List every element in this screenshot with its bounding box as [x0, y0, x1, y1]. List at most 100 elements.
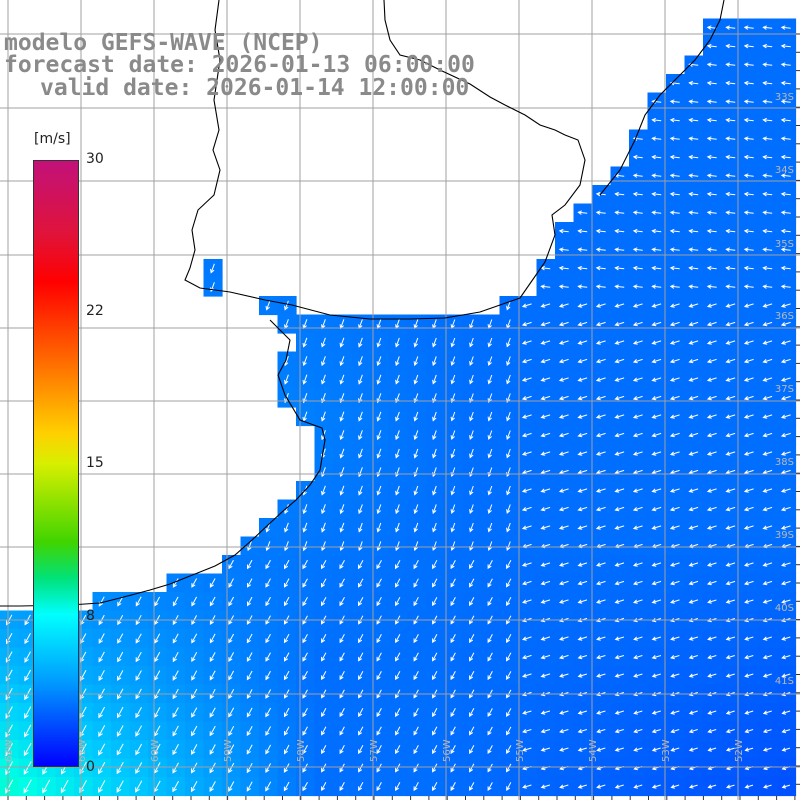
wind-arrow	[521, 562, 532, 567]
wind-arrow	[540, 432, 551, 438]
wind-arrow	[487, 337, 493, 348]
wind-arrow	[247, 578, 253, 588]
wind-arrow	[135, 743, 143, 756]
wind-arrow	[577, 432, 588, 438]
wind-arrow	[450, 652, 456, 662]
wind-arrow	[707, 729, 717, 734]
wind-arrow	[743, 395, 754, 401]
wind-arrow	[358, 578, 364, 588]
wind-arrow	[780, 395, 791, 401]
wind-arrow	[540, 284, 551, 289]
wind-arrow	[744, 655, 754, 660]
wind-arrow	[707, 784, 717, 789]
wind-arrow	[781, 710, 791, 715]
wind-arrow	[469, 356, 474, 366]
wind-arrow	[614, 247, 625, 252]
wind-arrow	[506, 300, 511, 311]
wind-arrow	[762, 265, 773, 271]
longitude-label: 59W	[223, 739, 234, 762]
wind-arrow	[632, 340, 643, 345]
wind-arrow	[302, 670, 308, 681]
wind-arrow	[743, 62, 754, 67]
wind-arrow	[670, 784, 680, 789]
wind-arrow	[780, 284, 791, 289]
wind-arrow	[228, 707, 235, 718]
wind-arrow	[395, 411, 400, 422]
wind-arrow	[450, 430, 456, 440]
wind-arrow	[762, 432, 773, 438]
wind-arrow	[651, 210, 662, 215]
wind-arrow	[246, 707, 253, 718]
wind-arrow	[506, 708, 512, 718]
wind-arrow	[762, 636, 772, 641]
wind-arrow	[596, 673, 606, 678]
wind-arrow	[762, 655, 772, 660]
wind-arrow	[506, 522, 511, 533]
wind-arrow	[633, 655, 643, 660]
wind-arrow	[781, 747, 791, 752]
wind-arrow	[725, 284, 736, 289]
wind-arrow	[651, 562, 662, 567]
wind-arrow	[706, 321, 717, 327]
wind-arrow	[596, 747, 606, 752]
wind-arrow	[506, 763, 512, 773]
wind-arrow	[762, 747, 772, 752]
wind-arrow	[743, 488, 754, 493]
wind-arrow	[688, 99, 699, 104]
wind-arrow	[321, 726, 327, 736]
wind-arrow	[284, 504, 289, 515]
wind-arrow	[651, 173, 662, 178]
wind-arrow	[5, 669, 13, 682]
wind-arrow	[633, 747, 643, 752]
wind-arrow	[577, 525, 588, 530]
wind-arrow	[651, 265, 662, 271]
wind-arrow	[726, 784, 735, 789]
wind-arrow	[780, 25, 791, 30]
wind-arrow	[651, 395, 662, 401]
wind-arrow	[339, 726, 345, 736]
wind-arrow	[577, 358, 588, 364]
wind-arrow	[413, 356, 419, 367]
wind-arrow	[706, 451, 717, 456]
wind-arrow	[506, 485, 511, 496]
wind-arrow	[302, 374, 308, 385]
wind-arrow	[743, 340, 754, 345]
wind-arrow	[450, 671, 456, 681]
wind-arrow	[651, 729, 661, 734]
wind-arrow	[450, 560, 456, 570]
latitude-label: 40S	[775, 603, 794, 614]
wind-arrow	[321, 596, 327, 607]
wind-arrow	[725, 358, 736, 364]
wind-arrow	[135, 670, 142, 681]
wind-arrow	[577, 247, 588, 252]
wind-arrow	[487, 578, 493, 588]
wind-arrow	[743, 117, 754, 123]
wind-arrow	[469, 652, 475, 662]
wind-arrow	[469, 560, 475, 570]
wind-arrow	[633, 729, 643, 734]
wind-arrow	[577, 599, 588, 604]
longitude-label: 61W	[77, 739, 88, 762]
wind-arrow	[339, 559, 345, 570]
wind-arrow	[688, 210, 699, 215]
wind-arrow	[725, 488, 736, 493]
wind-arrow	[321, 356, 326, 367]
wind-arrow	[743, 284, 754, 289]
wind-arrow	[395, 745, 401, 755]
wind-arrow	[191, 652, 198, 663]
wind-arrow	[781, 673, 791, 678]
wind-arrow	[265, 744, 272, 755]
wind-arrow	[540, 340, 551, 345]
wind-arrow	[358, 485, 363, 496]
wind-arrow	[559, 729, 569, 734]
wind-arrow	[98, 670, 105, 682]
wind-arrow	[651, 154, 662, 160]
wind-arrow	[487, 356, 493, 366]
wind-arrow	[265, 541, 271, 552]
wind-arrow	[413, 634, 419, 644]
wind-arrow	[339, 596, 345, 607]
wind-arrow	[595, 488, 606, 493]
wind-arrow	[172, 725, 179, 737]
wind-arrow	[632, 247, 643, 252]
wind-arrow	[706, 80, 717, 86]
